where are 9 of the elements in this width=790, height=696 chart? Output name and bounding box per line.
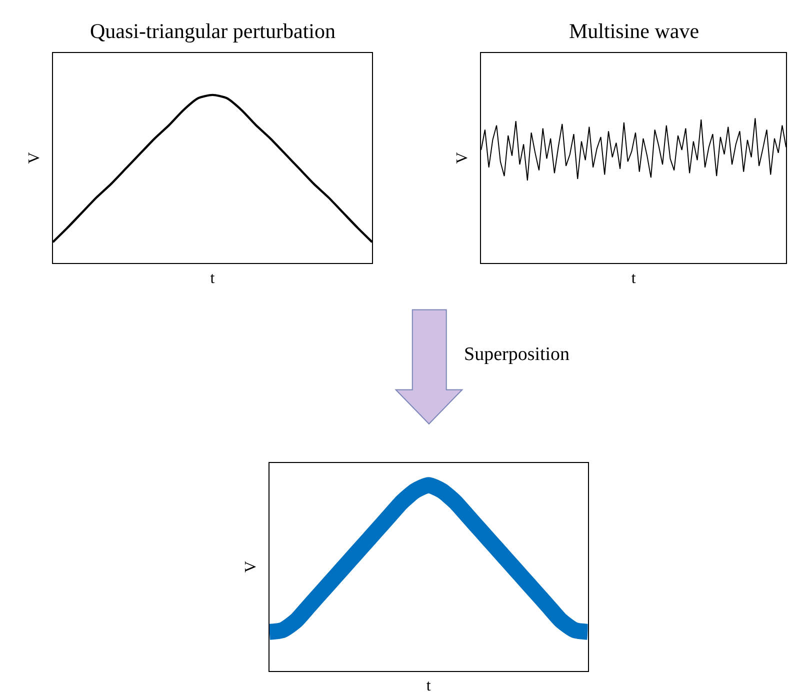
- chart-title: Quasi-triangular perturbation: [90, 19, 336, 43]
- y-axis-title: V: [242, 560, 260, 573]
- chart-title: Multisine wave: [569, 19, 700, 43]
- x-axis-title: t: [631, 270, 636, 287]
- y-axis-title: V: [26, 152, 43, 164]
- x-axis-title: t: [426, 678, 432, 695]
- x-axis-title: t: [210, 270, 216, 287]
- text: Superposition: [464, 344, 570, 365]
- y-axis-title: V: [454, 152, 472, 164]
